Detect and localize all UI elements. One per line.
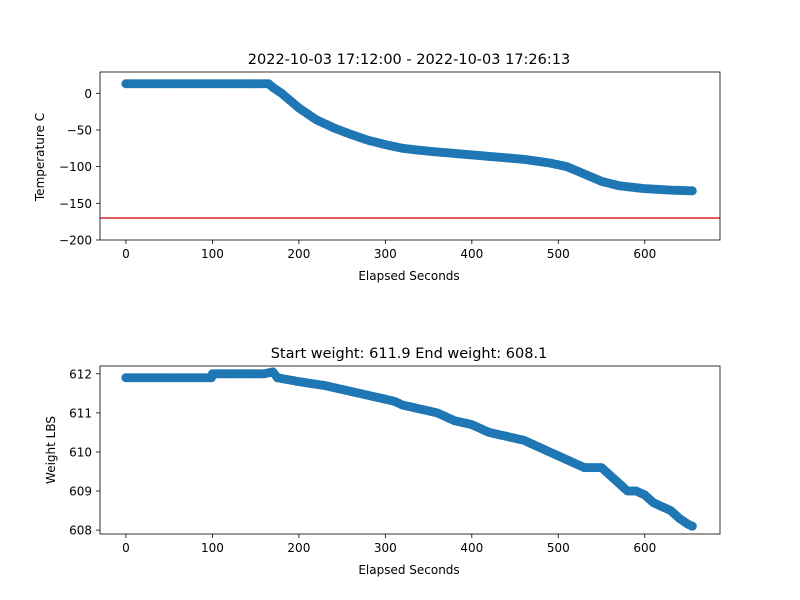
temperature-x-axis-label: Elapsed Seconds: [358, 269, 459, 283]
temperature-x-tick-label: 200: [287, 247, 310, 261]
temperature-y-axis-label: Temperature C: [33, 113, 47, 202]
weight-chart: Start weight: 611.9 End weight: 608.1 El…: [44, 346, 721, 577]
temperature-x-tick-label: 300: [374, 247, 397, 261]
weight-data-point: [687, 521, 697, 531]
temperature-chart-title: 2022-10-03 17:12:00 - 2022-10-03 17:26:1…: [248, 52, 570, 68]
weight-y-tick-label: 608: [69, 524, 92, 538]
temperature-y-tick-label: −100: [59, 160, 92, 174]
temperature-series: [121, 79, 697, 196]
weight-y-axis-label: Weight LBS: [44, 416, 58, 484]
temperature-x-tick-label: 400: [460, 247, 483, 261]
temperature-data-point: [687, 186, 697, 196]
temperature-y-tick-label: 0: [84, 87, 92, 101]
temperature-axes-frame: [99, 71, 721, 241]
weight-x-tick-label: 100: [201, 541, 224, 555]
temperature-x-tick-label: 100: [201, 247, 224, 261]
weight-y-tick-label: 610: [69, 445, 92, 459]
weight-axes-frame: [99, 365, 721, 535]
temperature-x-tick-label: 500: [547, 247, 570, 261]
temperature-x-tick-label: 600: [633, 247, 656, 261]
weight-y-tick-label: 611: [69, 406, 92, 420]
temperature-chart: 2022-10-03 17:12:00 - 2022-10-03 17:26:1…: [33, 52, 721, 283]
weight-x-axis-label: Elapsed Seconds: [358, 563, 459, 577]
weight-x-tick-label: 0: [122, 541, 130, 555]
weight-x-tick-label: 500: [547, 541, 570, 555]
temperature-x-tick-label: 0: [122, 247, 130, 261]
weight-series: [121, 367, 697, 531]
weight-x-tick-label: 400: [460, 541, 483, 555]
weight-x-tick-label: 600: [633, 541, 656, 555]
temperature-y-tick-label: −150: [59, 197, 92, 211]
weight-y-tick-label: 612: [69, 367, 92, 381]
weight-x-tick-label: 200: [287, 541, 310, 555]
weight-chart-title: Start weight: 611.9 End weight: 608.1: [271, 346, 548, 362]
weight-y-tick-label: 609: [69, 485, 92, 499]
temperature-y-tick-label: −50: [67, 123, 92, 137]
weight-x-tick-label: 300: [374, 541, 397, 555]
temperature-y-tick-label: −200: [59, 234, 92, 248]
